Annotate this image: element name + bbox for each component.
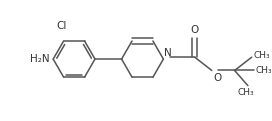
Text: CH₃: CH₃ [255, 66, 272, 75]
Text: H₂N: H₂N [30, 54, 50, 64]
Text: Cl: Cl [57, 22, 67, 31]
Text: CH₃: CH₃ [238, 88, 254, 97]
Text: N: N [164, 48, 172, 58]
Text: CH₃: CH₃ [254, 51, 270, 60]
Text: O: O [214, 73, 222, 83]
Text: O: O [191, 25, 199, 35]
